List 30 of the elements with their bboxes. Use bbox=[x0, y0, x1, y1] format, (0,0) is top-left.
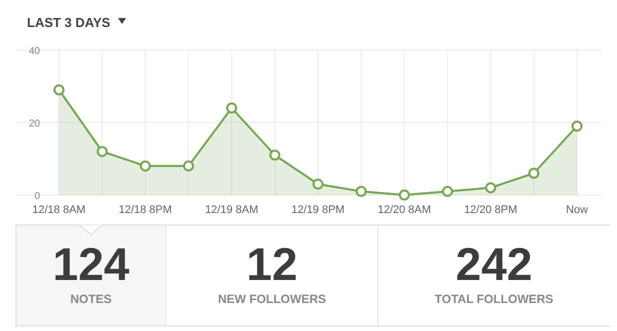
point bbox=[572, 120, 582, 132]
point bbox=[226, 102, 238, 114]
point bbox=[140, 160, 151, 172]
point bbox=[269, 150, 280, 161]
data-label: 124 bbox=[52, 238, 130, 290]
data-label: 242 bbox=[456, 238, 532, 290]
point bbox=[96, 146, 108, 157]
x-tick-label: 12/18 8AM bbox=[32, 204, 86, 216]
point bbox=[528, 168, 540, 179]
x-tick-label: 12/19 8AM bbox=[205, 204, 258, 216]
chart-title: LAST 3 DAYS bbox=[27, 15, 111, 30]
category-label: TOTAL FOLLOWERS bbox=[434, 292, 554, 306]
x-tick-label: 12/20 8AM bbox=[378, 204, 431, 216]
category-label: NEW FOLLOWERS bbox=[218, 292, 326, 306]
point bbox=[398, 190, 410, 200]
point bbox=[485, 182, 496, 194]
x-tick-label: 12/20 8PM bbox=[464, 204, 518, 216]
point bbox=[312, 178, 324, 190]
x-tick-label: Now bbox=[566, 204, 588, 216]
data-label: 12 bbox=[246, 238, 298, 290]
x-tick-label: 12/19 8PM bbox=[291, 204, 345, 216]
point bbox=[183, 160, 194, 172]
y-tick-label: 40 bbox=[28, 46, 40, 57]
y-tick-label: 0 bbox=[34, 191, 40, 202]
point bbox=[356, 186, 367, 197]
point bbox=[442, 186, 453, 197]
x-tick-label: 12/18 8PM bbox=[118, 204, 172, 216]
category-label: NOTES bbox=[70, 292, 112, 306]
point bbox=[54, 84, 64, 96]
y-tick-label: 20 bbox=[28, 118, 40, 130]
